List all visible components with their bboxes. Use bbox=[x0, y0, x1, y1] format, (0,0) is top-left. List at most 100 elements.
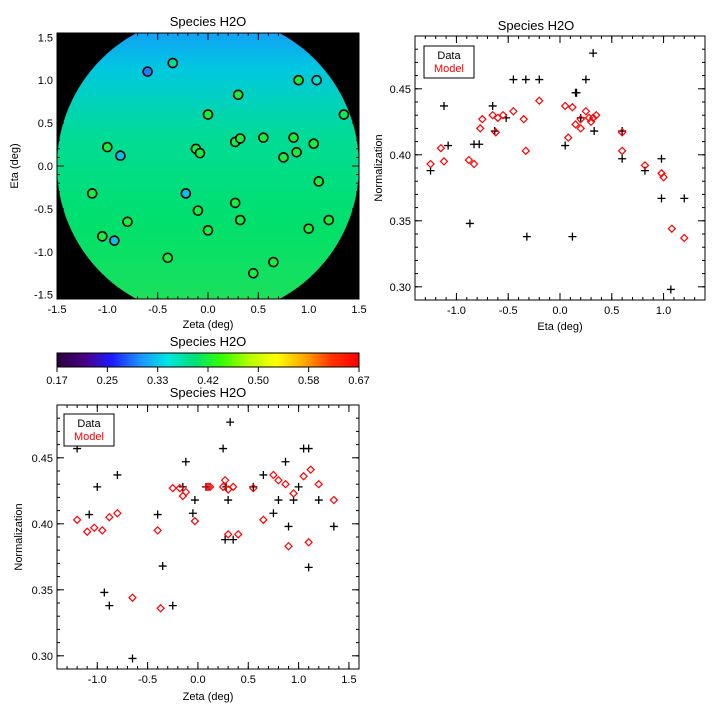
model-diamond-marker bbox=[223, 530, 233, 539]
model-diamond-marker bbox=[314, 479, 324, 489]
map-data-point bbox=[115, 150, 126, 162]
model-diamond-marker bbox=[659, 172, 668, 182]
data-plus-marker bbox=[85, 510, 94, 519]
model-diamond-marker bbox=[220, 475, 230, 485]
model-diamond-marker bbox=[259, 515, 268, 525]
model-diamond-marker bbox=[190, 516, 200, 526]
map-data-point bbox=[229, 197, 241, 209]
map-title: Species H2O bbox=[170, 14, 247, 29]
0-xtick-label: 0.5 bbox=[251, 304, 266, 316]
map-data-point bbox=[192, 205, 204, 216]
map-data-point bbox=[278, 152, 289, 163]
eta-xlabel: Eta (deg) bbox=[537, 321, 582, 333]
model-diamond-marker bbox=[329, 495, 339, 505]
model-diamond-marker bbox=[477, 114, 487, 124]
model-diamond-marker bbox=[469, 159, 479, 169]
eta-legend-data: Data bbox=[437, 50, 461, 62]
3-ytick-label: 0.45 bbox=[32, 453, 53, 465]
data-plus-marker bbox=[113, 470, 122, 479]
model-diamond-marker bbox=[576, 124, 586, 133]
data-plus-marker bbox=[226, 418, 235, 427]
1-ytick-label: 0.40 bbox=[390, 150, 411, 162]
data-plus-marker bbox=[229, 535, 238, 544]
model-diamond-marker bbox=[156, 603, 166, 613]
model-diamond-marker bbox=[509, 106, 518, 116]
data-plus-marker bbox=[572, 88, 581, 97]
0-ytick-label: 1.5 bbox=[38, 32, 53, 44]
zeta-xlabel: Zeta (deg) bbox=[183, 691, 234, 703]
data-plus-marker bbox=[488, 101, 497, 110]
model-diamond-marker bbox=[679, 233, 689, 243]
eta-ylabel: Normalization bbox=[373, 134, 385, 201]
model-diamond-marker bbox=[306, 465, 316, 475]
panel-map: Species H2O -1.5 -1.0 -0.5 0.0 0.5 1.0 1.5 -1.5… bbox=[9, 14, 367, 331]
0-xtick-label: -1.5 bbox=[48, 304, 67, 316]
model-diamond-marker bbox=[203, 482, 213, 492]
0-xtick-label: 0.0 bbox=[200, 304, 215, 316]
model-diamond-marker bbox=[175, 483, 185, 493]
data-plus-marker bbox=[618, 154, 627, 163]
map-xlabel: Zeta (deg) bbox=[183, 319, 234, 331]
data-plus-marker bbox=[444, 141, 453, 150]
colorbar-tick-label: 0.25 bbox=[97, 375, 118, 387]
data-plus-marker bbox=[535, 75, 544, 84]
model-diamond-marker bbox=[178, 491, 188, 501]
data-plus-marker bbox=[221, 535, 230, 544]
zeta-legend-model: Model bbox=[74, 431, 104, 443]
model-diamond-marker bbox=[436, 143, 446, 153]
model-diamond-marker bbox=[97, 526, 107, 535]
data-plus-marker bbox=[561, 141, 570, 150]
map-data-point bbox=[291, 146, 302, 158]
map-data-point bbox=[86, 188, 98, 199]
model-diamond-marker bbox=[89, 523, 99, 533]
map-data-point bbox=[248, 267, 259, 279]
data-plus-marker bbox=[521, 75, 530, 84]
map-data-point bbox=[194, 147, 206, 159]
model-diamond-marker bbox=[181, 487, 191, 497]
model-diamond-marker bbox=[560, 101, 570, 111]
model-diamond-marker bbox=[233, 530, 243, 539]
model-diamond-marker bbox=[104, 512, 114, 522]
data-plus-marker bbox=[680, 194, 689, 203]
model-diamond-marker bbox=[153, 526, 163, 535]
model-diamond-marker bbox=[588, 113, 598, 123]
data-plus-marker bbox=[640, 166, 649, 175]
model-diamond-marker bbox=[128, 593, 137, 603]
data-plus-marker bbox=[657, 194, 666, 203]
map-data-point bbox=[258, 132, 269, 143]
model-diamond-marker bbox=[498, 110, 508, 120]
colorbar-title: Species H2O bbox=[170, 334, 247, 349]
model-diamond-marker bbox=[281, 479, 290, 489]
map-data-point bbox=[323, 214, 335, 226]
0-ytick-label: -1.5 bbox=[34, 290, 53, 302]
model-diamond-marker bbox=[426, 159, 435, 169]
model-diamond-marker bbox=[591, 110, 601, 120]
map-data-point bbox=[288, 132, 299, 143]
3-ytick-label: 0.35 bbox=[32, 585, 53, 597]
data-plus-marker bbox=[465, 219, 474, 228]
zeta-ylabel: Normalization bbox=[13, 503, 25, 570]
3-xtick-label: 1.0 bbox=[291, 674, 306, 686]
map-data-point bbox=[303, 223, 314, 234]
model-diamond-marker bbox=[568, 102, 577, 112]
1-ytick-label: 0.30 bbox=[390, 282, 411, 294]
colorbar-tick-label: 0.50 bbox=[248, 375, 269, 387]
data-plus-marker bbox=[100, 588, 109, 597]
0-ytick-label: 1.0 bbox=[38, 75, 53, 87]
data-plus-marker bbox=[509, 75, 518, 84]
model-diamond-marker bbox=[475, 124, 485, 133]
data-plus-marker bbox=[568, 232, 577, 241]
model-diamond-marker bbox=[72, 515, 82, 525]
map-ylabel: Eta (deg) bbox=[9, 143, 21, 188]
1-ytick-label: 0.45 bbox=[390, 84, 411, 96]
colorbar-tick-label: 0.58 bbox=[298, 375, 319, 387]
data-plus-marker bbox=[657, 154, 666, 163]
model-diamond-marker bbox=[289, 489, 298, 498]
data-plus-marker bbox=[168, 601, 177, 610]
zeta-legend-box bbox=[63, 413, 115, 447]
model-diamond-marker bbox=[571, 120, 580, 129]
map-data-point bbox=[180, 188, 192, 199]
colorbar-tick-label: 0.42 bbox=[197, 375, 218, 387]
model-diamond-marker bbox=[218, 482, 228, 492]
map-data-point bbox=[338, 109, 350, 120]
